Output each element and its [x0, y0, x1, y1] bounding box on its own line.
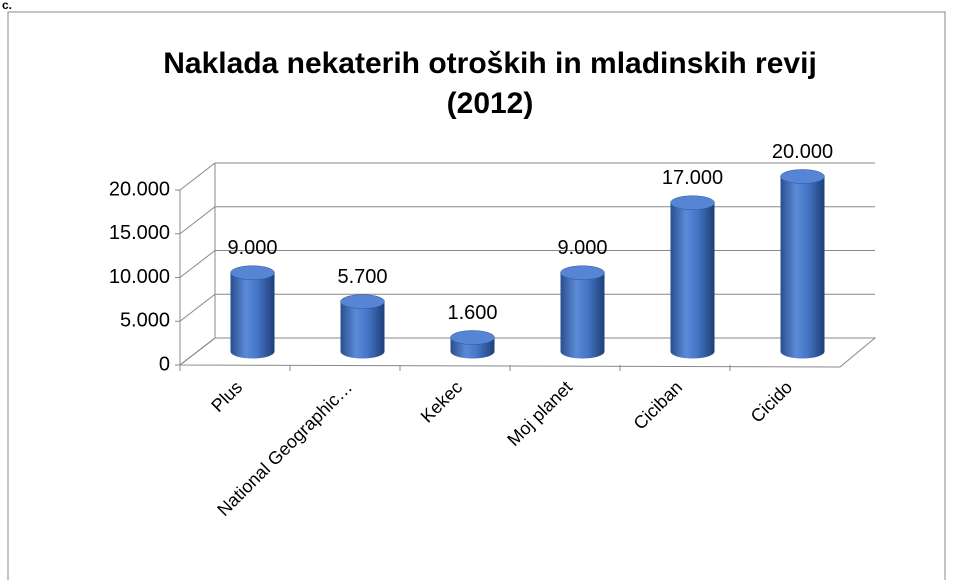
bar-body — [230, 272, 275, 359]
fragment-label: c. — [2, 0, 12, 12]
grid-line — [179, 293, 875, 322]
bar-top — [780, 169, 825, 184]
y-tick-label: 20.000 — [109, 178, 170, 200]
grid-line — [179, 206, 875, 235]
bar-body — [560, 272, 605, 359]
value-label: 5.700 — [337, 266, 387, 288]
chart-title: Naklada nekaterih otroških in mladinskih… — [163, 47, 817, 80]
grid-line — [179, 337, 875, 366]
grid-line — [179, 162, 875, 191]
bar — [450, 330, 495, 359]
bar — [780, 169, 825, 359]
bar — [560, 265, 605, 359]
chart-subtitle: (2012) — [447, 87, 534, 120]
value-label: 17.000 — [662, 167, 723, 189]
value-label: 20.000 — [772, 141, 833, 163]
y-tick-label: 5.000 — [120, 310, 170, 332]
y-tick-label: 15.000 — [109, 222, 170, 244]
value-label: 9.000 — [227, 237, 277, 259]
bar-body — [780, 176, 825, 359]
y-tick-label: 0 — [159, 353, 170, 375]
bar-top — [230, 265, 275, 280]
bar-top — [560, 265, 605, 280]
y-tick-label: 10.000 — [109, 266, 170, 288]
bar — [230, 265, 275, 359]
bar-top — [670, 195, 715, 210]
bar-body — [340, 301, 385, 359]
value-label: 9.000 — [557, 237, 607, 259]
value-label: 1.600 — [447, 302, 497, 324]
grid-line — [179, 250, 875, 278]
bar — [670, 195, 715, 359]
bar-body — [670, 202, 715, 359]
bar — [340, 294, 385, 359]
bar-top — [340, 294, 385, 309]
bar-top — [450, 330, 495, 345]
